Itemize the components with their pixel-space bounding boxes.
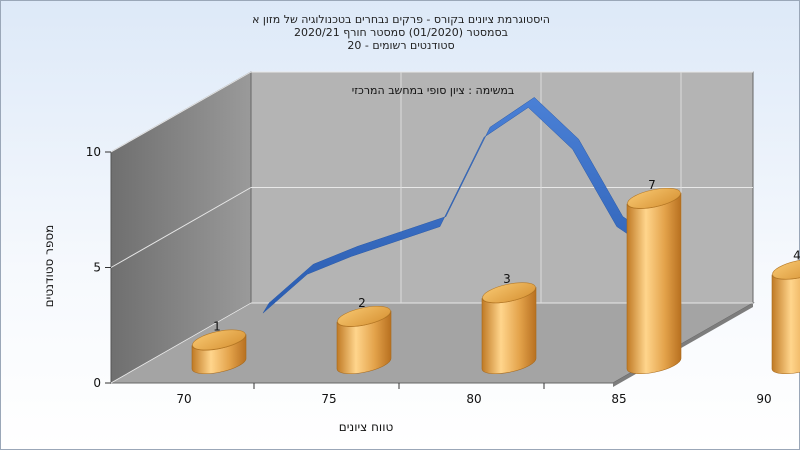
gridlines xyxy=(110,71,753,384)
bar: 4 xyxy=(771,249,800,375)
gridline xyxy=(110,302,252,384)
x-tick-label: 80 xyxy=(466,392,481,406)
x-tick-label: 85 xyxy=(611,392,626,406)
y-tick-label: 5 xyxy=(93,261,101,275)
gridline xyxy=(110,187,252,268)
y-tick-label: 10 xyxy=(86,145,101,159)
bar-value-label: 3 xyxy=(503,272,511,286)
chart-title-line-3: סטודנטים רשומים - 20 xyxy=(347,39,455,52)
x-tick-label: 75 xyxy=(321,392,336,406)
bar-top xyxy=(627,187,681,209)
bar-top xyxy=(337,305,391,327)
bar-value-label: 4 xyxy=(793,249,800,263)
gridline xyxy=(110,71,252,153)
x-tick-label: 70 xyxy=(176,392,191,406)
x-axis-title: טווח ציונים xyxy=(339,420,394,434)
chart-title-line-1: היסטוגרמת ציונים בקורס - פרקים נבחרים בט… xyxy=(252,13,550,26)
chart-annotation: במשימה : ציון סופי במחשב המרכזי xyxy=(352,84,515,97)
x-tick-label: 90 xyxy=(756,392,771,406)
bar-body xyxy=(771,274,800,375)
bar-top xyxy=(192,329,246,351)
bar: 2 xyxy=(336,296,392,375)
bar-top xyxy=(482,282,536,304)
y-axis-title: מספר סטודנטים xyxy=(42,225,56,308)
bar-value-label: 7 xyxy=(648,178,656,192)
bars: 123743 xyxy=(191,178,800,375)
bar-value-label: 2 xyxy=(358,296,366,310)
bar: 3 xyxy=(481,272,537,375)
axis-ticks: 0510707580859095 xyxy=(86,145,772,406)
y-tick-label: 0 xyxy=(93,376,101,390)
bar-top xyxy=(772,258,800,280)
bar-body xyxy=(626,192,682,375)
bar: 7 xyxy=(626,178,682,375)
bar-value-label: 1 xyxy=(213,319,221,333)
bar: 1 xyxy=(191,319,247,375)
chart-title-line-2: בסמסטר (01/2020) סמסטר חורף 2020/21 xyxy=(294,26,508,39)
